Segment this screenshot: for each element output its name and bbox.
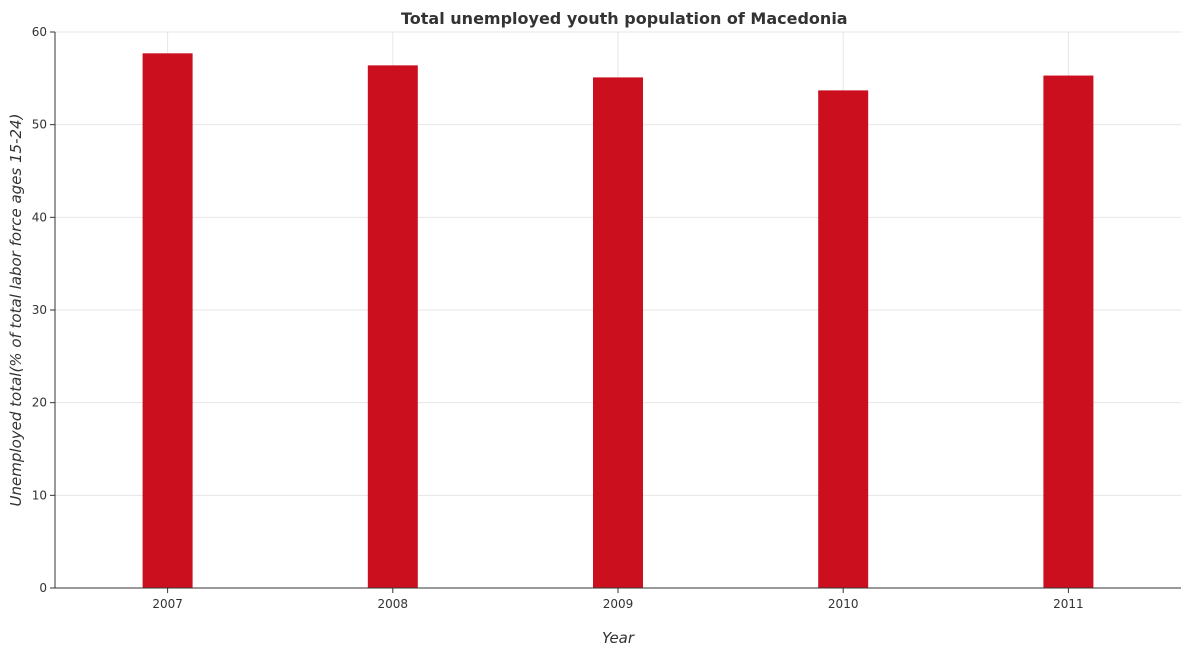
y-tick-label: 40 xyxy=(32,210,47,224)
x-tick-label: 2008 xyxy=(378,597,409,611)
x-tick-label: 2009 xyxy=(603,597,634,611)
y-tick-label: 20 xyxy=(32,396,47,410)
y-tick-labels: 0 10 20 30 40 50 60 xyxy=(32,25,55,595)
y-tick-label: 0 xyxy=(39,581,47,595)
bar-2009[interactable] xyxy=(593,77,643,588)
bar-2008[interactable] xyxy=(367,65,418,589)
y-tick-label: 10 xyxy=(32,488,47,502)
y-axis-label: Unemployed total(% of total labor force … xyxy=(7,114,25,507)
bar-2011[interactable] xyxy=(1043,75,1094,588)
x-tick-labels: 2007 2008 2009 2010 2011 xyxy=(152,588,1084,611)
y-tick-label: 60 xyxy=(32,25,47,39)
bar-2007[interactable] xyxy=(142,53,193,588)
x-axis-label: Year xyxy=(602,629,635,647)
chart-title: Total unemployed youth population of Mac… xyxy=(401,9,848,28)
x-tick-label: 2011 xyxy=(1053,597,1084,611)
x-tick-label: 2007 xyxy=(152,597,183,611)
y-tick-label: 30 xyxy=(32,303,47,317)
y-tick-label: 50 xyxy=(32,118,47,132)
x-tick-label: 2010 xyxy=(828,597,859,611)
bar-2010[interactable] xyxy=(818,90,869,588)
bars xyxy=(142,53,1094,589)
